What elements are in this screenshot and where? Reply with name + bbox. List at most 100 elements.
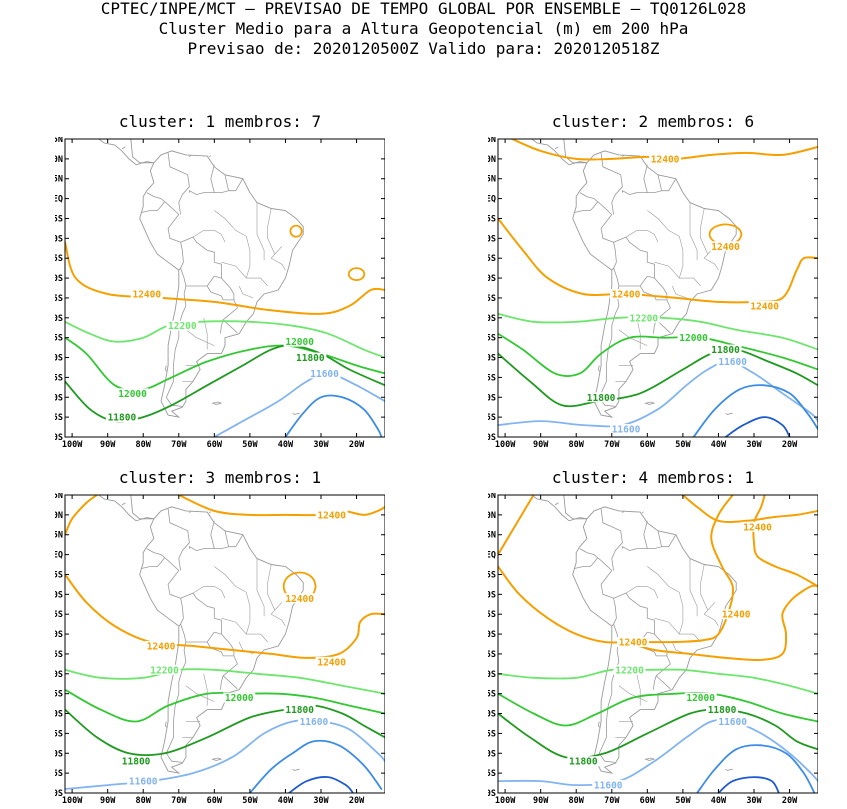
- state-border: [192, 586, 226, 599]
- contour-label: 12400: [619, 638, 648, 649]
- coastline: [530, 139, 587, 166]
- map-background: [65, 495, 385, 793]
- country-border: [639, 277, 668, 301]
- lon-label: 40W: [711, 440, 727, 450]
- country-border: [613, 236, 655, 279]
- country-border: [574, 201, 598, 213]
- country-border: [661, 178, 677, 192]
- lat-label: EQ: [55, 551, 63, 561]
- contour-line: [65, 495, 98, 536]
- lon-label: 30W: [746, 440, 762, 450]
- coastline: [139, 506, 304, 774]
- lat-label: 60S: [488, 433, 496, 443]
- island: [208, 511, 212, 514]
- contour-label: 11800: [108, 413, 137, 424]
- island: [644, 757, 655, 761]
- contour-label: 11600: [300, 717, 329, 728]
- lon-label: 20W: [782, 440, 798, 450]
- lon-label: 80W: [569, 796, 585, 806]
- state-border: [636, 317, 641, 350]
- country-border: [222, 299, 238, 334]
- country-border: [220, 675, 224, 690]
- contour-line: [65, 668, 385, 695]
- contour-line: [681, 495, 818, 523]
- island: [622, 510, 625, 514]
- contour-line: [752, 495, 818, 588]
- plot-frame: [497, 494, 818, 794]
- state-border: [703, 602, 719, 627]
- plot-frame: [64, 138, 385, 438]
- contour-label-bg: [677, 332, 710, 343]
- lat-label: EQ: [55, 195, 63, 205]
- lon-label: 30W: [746, 796, 762, 806]
- lat-label: 10N: [488, 511, 496, 521]
- lon-label: 60W: [207, 440, 223, 450]
- lat-label: 5S: [488, 570, 496, 580]
- state-border: [185, 329, 215, 346]
- lon-label: 80W: [569, 440, 585, 450]
- map-background: [498, 139, 818, 437]
- state-border: [267, 208, 276, 255]
- panel-title: cluster: 3 membros: 1: [118, 468, 322, 487]
- coastline: [128, 495, 154, 520]
- island: [164, 721, 168, 728]
- contour-line: [249, 739, 383, 793]
- lat-label: 55S: [55, 413, 63, 423]
- contour-label: 12400: [612, 289, 641, 300]
- lat-label: 35S: [55, 334, 63, 344]
- country-border: [613, 267, 648, 287]
- contour-label-bg: [627, 312, 660, 323]
- lat-label: 40S: [488, 710, 496, 720]
- island: [292, 412, 300, 415]
- lat-label: 15N: [488, 493, 496, 501]
- contour-label: 12200: [615, 665, 644, 676]
- country-border: [165, 285, 187, 407]
- country-border: [574, 557, 598, 569]
- island: [641, 511, 645, 514]
- state-border: [203, 317, 208, 350]
- plot-frame: [497, 138, 818, 438]
- country-border: [647, 174, 663, 193]
- lon-label: 20W: [349, 796, 365, 806]
- contour-label-bg: [294, 352, 327, 363]
- lat-label: 10S: [55, 590, 63, 600]
- contour-line: [498, 718, 818, 786]
- contour-label: 12000: [118, 389, 147, 400]
- contour-label: 11800: [711, 345, 740, 356]
- lon-label: 50W: [242, 440, 258, 450]
- contour-label-bg: [592, 780, 625, 791]
- contour-label-bg: [315, 509, 348, 520]
- lat-label: 20S: [55, 274, 63, 284]
- contour-line: [692, 384, 818, 437]
- coastline: [572, 150, 737, 418]
- island: [189, 510, 192, 514]
- contour-label-bg: [716, 716, 749, 727]
- contour-line: [498, 495, 535, 556]
- country-border: [222, 655, 238, 690]
- subtitle-dates: Previsao de: 2020120500Z Valido para: 20…: [187, 39, 660, 58]
- lon-label: 70W: [171, 440, 187, 450]
- state-border: [671, 285, 687, 299]
- state-border: [238, 285, 254, 299]
- lat-label: 40S: [55, 710, 63, 720]
- lat-label: 20S: [55, 630, 63, 640]
- state-border: [270, 246, 286, 271]
- contour-label-bg: [684, 692, 717, 703]
- map-panel-cluster-1: cluster: 1 membros: 7 12400 12200 12000 118…: [55, 113, 385, 453]
- lat-label: 60S: [55, 789, 63, 799]
- lat-label: 5N: [55, 531, 63, 541]
- contour-label-bg: [127, 776, 160, 787]
- country-border: [167, 570, 184, 627]
- lon-label: 60W: [640, 796, 656, 806]
- country-border: [598, 641, 620, 763]
- coastline: [128, 139, 154, 164]
- map-plot: 1240012400124001220012000118001160011800…: [488, 493, 818, 806]
- contour-label-bg: [567, 756, 600, 767]
- state-border: [636, 673, 641, 706]
- contour-label: 12400: [711, 242, 740, 253]
- lat-label: 30S: [55, 670, 63, 680]
- contour-line: [498, 360, 818, 428]
- contour-label-bg: [720, 609, 753, 620]
- country-border: [214, 174, 230, 193]
- contour-label-bg: [315, 656, 348, 667]
